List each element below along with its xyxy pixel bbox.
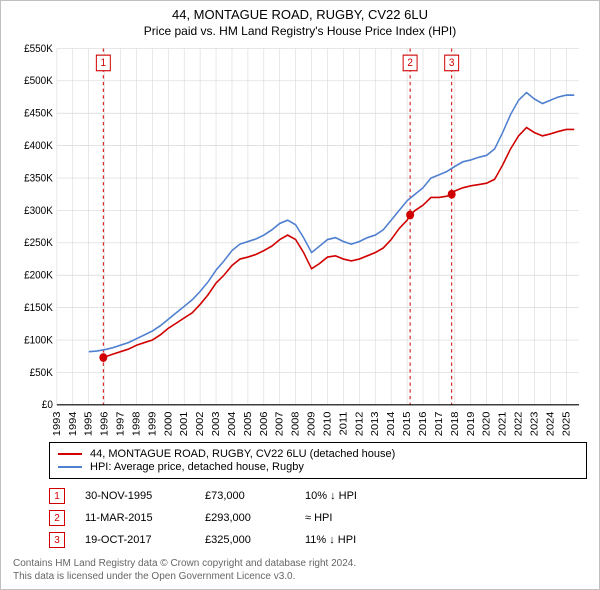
svg-text:2007: 2007 [274, 411, 285, 436]
event-row-3: 3 19-OCT-2017 £325,000 11% ↓ HPI [49, 529, 587, 551]
event-marker-1: 1 [49, 488, 65, 504]
svg-text:£450K: £450K [24, 107, 53, 120]
legend: 44, MONTAGUE ROAD, RUGBY, CV22 6LU (deta… [49, 442, 587, 479]
svg-text:2001: 2001 [179, 411, 190, 436]
legend-item-hpi: HPI: Average price, detached house, Rugb… [58, 461, 578, 473]
svg-text:2015: 2015 [402, 411, 413, 436]
chart-subtitle: Price paid vs. HM Land Registry's House … [5, 24, 595, 38]
svg-text:1996: 1996 [99, 411, 110, 436]
svg-text:2016: 2016 [418, 411, 429, 436]
svg-text:3: 3 [449, 57, 455, 70]
event-note-2: ≈ HPI [305, 512, 332, 524]
event-row-1: 1 30-NOV-1995 £73,000 10% ↓ HPI [49, 485, 587, 507]
footer-line-2: This data is licensed under the Open Gov… [13, 570, 587, 583]
svg-text:£0: £0 [42, 399, 53, 412]
svg-text:2025: 2025 [561, 411, 572, 436]
event-marker-3: 3 [49, 532, 65, 548]
svg-text:2019: 2019 [465, 411, 476, 436]
svg-text:2018: 2018 [449, 411, 460, 436]
svg-text:1995: 1995 [83, 411, 94, 436]
svg-text:2006: 2006 [258, 411, 269, 436]
svg-text:1999: 1999 [147, 411, 158, 436]
svg-text:1994: 1994 [67, 411, 78, 436]
svg-text:2004: 2004 [226, 411, 237, 436]
event-date-1: 30-NOV-1995 [85, 490, 185, 502]
svg-text:1: 1 [101, 57, 107, 70]
svg-text:2002: 2002 [195, 411, 206, 436]
svg-text:£200K: £200K [24, 269, 53, 282]
svg-text:£100K: £100K [24, 334, 53, 347]
footer-line-1: Contains HM Land Registry data © Crown c… [13, 557, 587, 570]
event-row-2: 2 11-MAR-2015 £293,000 ≈ HPI [49, 507, 587, 529]
svg-text:£250K: £250K [24, 237, 53, 250]
svg-text:£350K: £350K [24, 172, 53, 185]
svg-text:2008: 2008 [290, 411, 301, 436]
svg-text:£50K: £50K [30, 366, 53, 379]
legend-swatch-hpi [58, 466, 82, 468]
chart-header: 44, MONTAGUE ROAD, RUGBY, CV22 6LU Price… [1, 1, 599, 40]
svg-text:2012: 2012 [354, 411, 365, 436]
event-price-1: £73,000 [205, 490, 285, 502]
svg-text:£150K: £150K [24, 301, 53, 314]
svg-text:2020: 2020 [481, 411, 492, 436]
chart-svg: £0 £50K £100K £150K £200K £250K £300K £350K £400… [11, 44, 589, 436]
svg-text:2022: 2022 [513, 411, 524, 436]
svg-text:1993: 1993 [51, 411, 62, 436]
svg-text:2009: 2009 [306, 411, 317, 436]
legend-label-hpi: HPI: Average price, detached house, Rugb… [90, 461, 304, 473]
event-price-2: £293,000 [205, 512, 285, 524]
svg-text:2: 2 [407, 57, 413, 70]
event-note-3: 11% ↓ HPI [305, 534, 356, 546]
legend-label-price-paid: 44, MONTAGUE ROAD, RUGBY, CV22 6LU (deta… [90, 448, 395, 460]
legend-item-price-paid: 44, MONTAGUE ROAD, RUGBY, CV22 6LU (deta… [58, 448, 578, 460]
svg-text:2003: 2003 [211, 411, 222, 436]
svg-text:£500K: £500K [24, 75, 53, 88]
svg-text:£300K: £300K [24, 204, 53, 217]
svg-text:2024: 2024 [545, 411, 556, 436]
svg-text:2017: 2017 [433, 411, 444, 436]
svg-text:1997: 1997 [115, 411, 126, 436]
svg-text:2021: 2021 [497, 411, 508, 436]
svg-text:2010: 2010 [322, 411, 333, 436]
event-date-2: 11-MAR-2015 [85, 512, 185, 524]
svg-text:2014: 2014 [386, 411, 397, 436]
chart-container: 44, MONTAGUE ROAD, RUGBY, CV22 6LU Price… [0, 0, 600, 590]
chart-footer: Contains HM Land Registry data © Crown c… [13, 557, 587, 583]
event-marker-2: 2 [49, 510, 65, 526]
svg-text:£400K: £400K [24, 140, 53, 153]
event-price-3: £325,000 [205, 534, 285, 546]
chart-title: 44, MONTAGUE ROAD, RUGBY, CV22 6LU [5, 7, 595, 22]
svg-text:2000: 2000 [163, 411, 174, 436]
svg-text:1998: 1998 [131, 411, 142, 436]
event-note-1: 10% ↓ HPI [305, 490, 357, 502]
chart-plot-area: £0 £50K £100K £150K £200K £250K £300K £350K £400… [11, 44, 589, 436]
event-date-3: 19-OCT-2017 [85, 534, 185, 546]
event-table: 1 30-NOV-1995 £73,000 10% ↓ HPI 2 11-MAR… [49, 485, 587, 551]
svg-text:2005: 2005 [242, 411, 253, 436]
svg-text:£550K: £550K [24, 44, 53, 55]
legend-swatch-price-paid [58, 453, 82, 455]
svg-text:2013: 2013 [370, 411, 381, 436]
svg-text:2011: 2011 [338, 411, 349, 435]
svg-text:2023: 2023 [529, 411, 540, 436]
